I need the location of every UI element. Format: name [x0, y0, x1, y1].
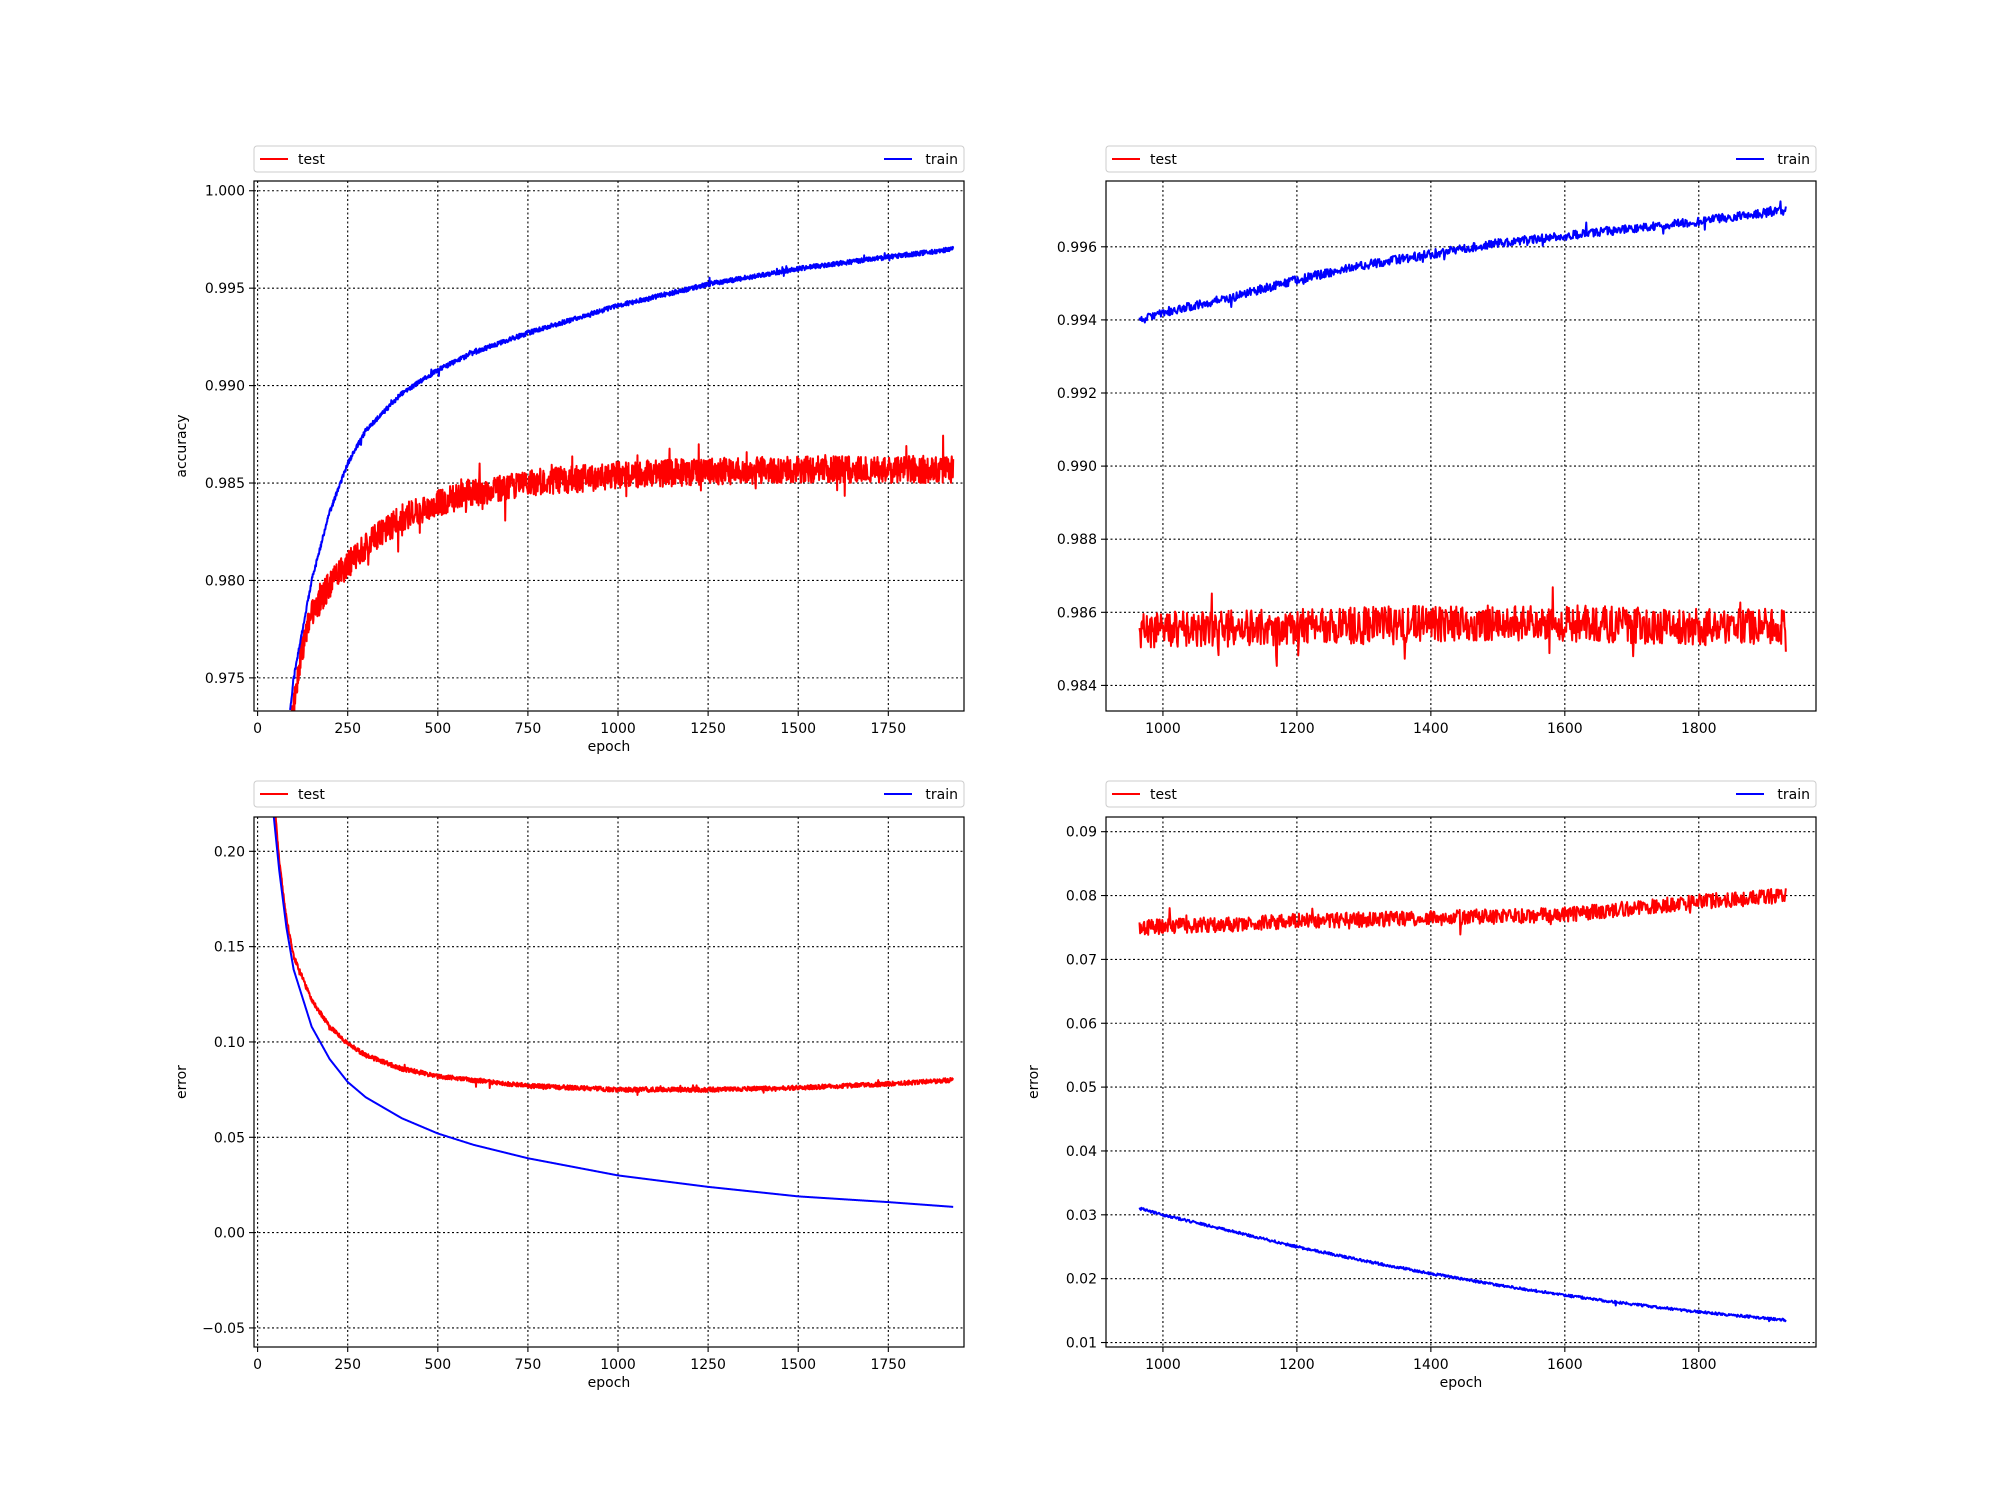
legend-label-train: train	[925, 787, 958, 803]
legend-box	[253, 145, 965, 173]
series-line-test	[1138, 888, 1787, 936]
y-tick-label: 0.02	[1066, 1272, 1097, 1288]
y-tick-label: 0.984	[1057, 678, 1097, 694]
legend-label-train: train	[925, 152, 958, 168]
y-axis-label: accuracy	[174, 414, 190, 477]
axes-frame	[253, 816, 965, 1348]
legend-label-test: test	[1150, 787, 1177, 803]
x-tick-label: 1000	[1145, 1357, 1181, 1373]
x-axis-label: epoch	[588, 1375, 631, 1391]
x-tick-label: 1400	[1413, 721, 1449, 737]
y-tick-label: 0.06	[1066, 1016, 1097, 1032]
y-tick-label: 0.995	[205, 281, 245, 297]
legend-label-test: test	[1150, 152, 1177, 168]
legend-label-test: test	[298, 152, 325, 168]
x-tick-label: 1000	[600, 721, 636, 737]
y-tick-label: 0.990	[1057, 459, 1097, 475]
series-line-train	[272, 817, 954, 1208]
y-tick-label: 0.04	[1066, 1144, 1097, 1160]
error-zoom-panel: 1000 1200 1400 1600 1800 0.01 0.02 0.03 0.04 0.05…	[1026, 780, 1817, 1391]
series-line-train	[1138, 1206, 1787, 1323]
y-tick-label: 0.990	[205, 379, 245, 395]
y-tick-label: −0.05	[202, 1321, 245, 1337]
x-tick-label: 250	[334, 721, 361, 737]
x-tick-label: 1000	[600, 1357, 636, 1373]
x-tick-label: 1400	[1413, 1357, 1449, 1373]
y-tick-label: 0.988	[1057, 532, 1097, 548]
x-tick-label: 1600	[1547, 1357, 1583, 1373]
series-line-test	[274, 817, 954, 1096]
legend-box	[1105, 145, 1817, 173]
series-line-train	[1138, 200, 1787, 324]
legend-label-test: test	[298, 787, 325, 803]
axes-frame	[1105, 180, 1817, 712]
y-tick-label: 0.07	[1066, 952, 1097, 968]
y-tick-label: 0.05	[214, 1130, 245, 1146]
legend-label-train: train	[1777, 152, 1810, 168]
x-tick-label: 1750	[870, 721, 906, 737]
y-axis-label: error	[1026, 1065, 1042, 1099]
x-tick-label: 250	[334, 1357, 361, 1373]
y-tick-label: 0.986	[1057, 605, 1097, 621]
series-line-test	[1138, 586, 1787, 667]
x-tick-label: 0	[253, 1357, 262, 1373]
x-tick-label: 0	[253, 721, 262, 737]
y-tick-label: 0.992	[1057, 386, 1097, 402]
accuracy-zoom-panel: 1000 1200 1400 1600 1800 0.984 0.986 0.988 0.990…	[1057, 145, 1817, 737]
x-axis-label: epoch	[1440, 1375, 1483, 1391]
x-tick-label: 1500	[780, 1357, 816, 1373]
y-tick-label: 0.994	[1057, 313, 1097, 329]
error-full-panel: 0 250 500 750 1000 1250 1500 1750 −0.05 0.00 0.05 0…	[174, 780, 965, 1391]
legend-box	[1105, 780, 1817, 808]
legend: test train	[1105, 145, 1817, 173]
legend-box	[253, 780, 965, 808]
legend: test train	[253, 145, 965, 173]
x-tick-label: 1000	[1145, 721, 1181, 737]
legend-label-train: train	[1777, 787, 1810, 803]
x-tick-label: 1500	[780, 721, 816, 737]
x-axis-label: epoch	[588, 739, 631, 755]
y-axis-label: error	[174, 1065, 190, 1099]
x-tick-label: 1750	[870, 1357, 906, 1373]
legend: test train	[253, 780, 965, 808]
y-tick-label: 0.980	[205, 573, 245, 589]
legend: test train	[1105, 780, 1817, 808]
x-tick-label: 1250	[690, 1357, 726, 1373]
x-tick-label: 1600	[1547, 721, 1583, 737]
y-tick-label: 0.20	[214, 844, 245, 860]
x-tick-label: 1200	[1279, 1357, 1315, 1373]
y-tick-label: 0.08	[1066, 889, 1097, 905]
y-tick-label: 0.985	[205, 476, 245, 492]
x-tick-label: 1250	[690, 721, 726, 737]
y-tick-label: 0.03	[1066, 1208, 1097, 1224]
x-tick-label: 1800	[1681, 721, 1717, 737]
x-tick-label: 500	[424, 721, 451, 737]
x-tick-label: 1800	[1681, 1357, 1717, 1373]
x-tick-label: 1200	[1279, 721, 1315, 737]
y-tick-label: 0.15	[214, 940, 245, 956]
x-tick-label: 750	[515, 721, 542, 737]
axes-frame	[253, 180, 965, 712]
x-tick-label: 500	[424, 1357, 451, 1373]
y-tick-label: 0.10	[214, 1035, 245, 1051]
x-tick-label: 750	[515, 1357, 542, 1373]
series-line-test	[290, 434, 955, 711]
y-tick-label: 0.975	[205, 671, 245, 687]
y-tick-label: 1.000	[205, 184, 245, 200]
series-line-train	[289, 245, 955, 711]
y-tick-label: 0.00	[214, 1226, 245, 1242]
axes-frame	[1105, 816, 1817, 1348]
y-tick-label: 0.996	[1057, 240, 1097, 256]
y-tick-label: 0.01	[1066, 1336, 1097, 1352]
y-tick-label: 0.09	[1066, 825, 1097, 841]
accuracy-full-panel: 0 250 500 750 1000 1250 1500 1750 0.975 0.980 0.98…	[174, 145, 965, 755]
y-tick-label: 0.05	[1066, 1080, 1097, 1096]
